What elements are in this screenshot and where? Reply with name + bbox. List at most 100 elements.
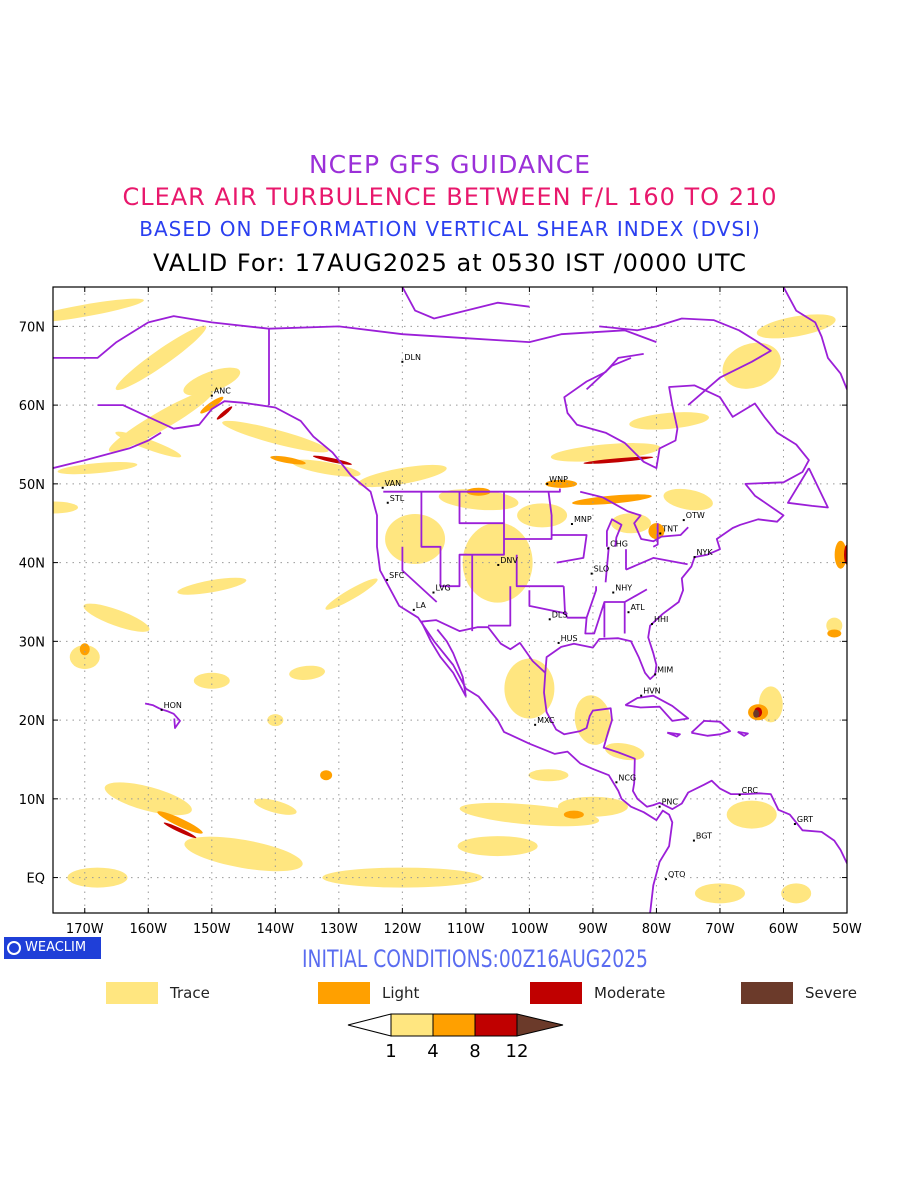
city-label-lvg: LVG	[435, 584, 450, 593]
title-line-1: NCEP GFS GUIDANCE	[308, 150, 591, 179]
trace-area	[604, 742, 645, 761]
trace-area	[663, 488, 713, 511]
city-label-mnp: MNP	[574, 515, 592, 524]
light-area	[79, 643, 90, 656]
city-marker-crc	[738, 793, 741, 796]
trace-area	[183, 367, 241, 396]
puerto-rico	[737, 731, 749, 737]
trace-area	[457, 836, 538, 857]
trace-area	[462, 522, 533, 603]
city-marker-bgt	[692, 839, 695, 842]
baffin-island	[599, 317, 772, 406]
trace-area	[291, 459, 361, 477]
legend-swatch-moderate	[530, 982, 582, 1004]
city-label-ncg: NCG	[618, 773, 636, 782]
pacific-coast	[97, 400, 674, 913]
light-area	[648, 523, 665, 540]
trace-area	[726, 800, 777, 829]
city-marker-chg	[607, 547, 610, 550]
city-marker-dln	[401, 360, 404, 363]
trace-area	[289, 665, 326, 680]
moderate-area	[844, 544, 847, 565]
light-area	[834, 540, 847, 569]
lat-label-20n: 20N	[19, 714, 45, 729]
legend-label-moderate: Moderate	[594, 984, 666, 1002]
colorbar-high-arrow	[516, 1013, 564, 1037]
lon-label-130w: 130W	[320, 922, 358, 937]
legend-swatch-light	[318, 982, 370, 1004]
caribbean-coast	[543, 672, 847, 864]
city-marker-nyk	[693, 556, 696, 559]
trace-area	[325, 578, 378, 610]
city-marker-slo	[590, 572, 593, 575]
light-area	[563, 810, 584, 819]
trace-area	[756, 314, 836, 339]
state-boundary	[528, 590, 568, 615]
colorbar-segment-1-4	[390, 1013, 434, 1037]
light-area	[270, 455, 306, 465]
weaclim-badge-text: WEACLIM	[25, 940, 87, 955]
newfoundland	[787, 467, 829, 509]
title-line-3: BASED ON DEFORMATION VERTICAL SHEAR INDE…	[139, 217, 761, 241]
city-marker-lvg	[432, 591, 435, 594]
legend-item-moderate: Moderate	[530, 982, 665, 1004]
trace-area	[67, 867, 128, 888]
legend-label-light: Light	[382, 984, 420, 1002]
state-boundary	[504, 491, 553, 540]
city-label-slo: SLO	[594, 565, 610, 574]
state-boundary	[458, 491, 504, 525]
light-area	[157, 811, 203, 834]
moderate-area	[163, 822, 197, 839]
lon-label-160w: 160W	[129, 922, 167, 937]
city-label-nhy: NHY	[615, 584, 632, 593]
city-marker-grt	[793, 823, 796, 826]
state-boundary	[420, 491, 505, 588]
city-label-anc: ANC	[214, 387, 231, 396]
axis-labels: 70N 60N 50N 40N 30N 20N 10N EQ 170W 160W 150W 140W 1…	[19, 287, 862, 937]
weaclim-logo-icon	[7, 941, 21, 955]
lon-label-60w: 60W	[769, 922, 799, 937]
lon-label-100w: 100W	[511, 922, 549, 937]
trace-area	[322, 867, 483, 888]
turbulence-map: ANC DLN VAN STL WNP MNP OTW TNT CHG NYK SFC DNV SLO L…	[19, 286, 870, 937]
city-marker-qto	[664, 878, 667, 881]
city-label-tnt: TNT	[661, 524, 678, 533]
city-label-dls: DLS	[552, 610, 568, 619]
great-lakes-border	[579, 490, 689, 543]
trace-area	[504, 658, 555, 719]
weaclim-badge: WEACLIM	[4, 937, 101, 959]
state-boundary	[604, 546, 610, 583]
city-marker-ncg	[615, 781, 618, 784]
lat-label-eq: EQ	[27, 872, 45, 887]
state-boundary	[515, 554, 564, 588]
city-marker-mim	[654, 673, 657, 676]
colorbar-tick-8: 8	[469, 1041, 480, 1062]
severe-area	[753, 709, 760, 718]
trace-area	[850, 530, 870, 580]
trace-area	[193, 672, 230, 689]
trace-area	[254, 798, 297, 815]
hispaniola	[690, 720, 731, 737]
valid-time: VALID For: 17AUG2025 at 0530 IST /0000 U…	[153, 249, 747, 277]
legend-label-severe: Severe	[805, 984, 857, 1002]
colorbar-segment-8-12	[474, 1013, 518, 1037]
city-label-qto: QTO	[668, 870, 685, 879]
moderate-area	[312, 455, 353, 465]
lon-label-70w: 70W	[705, 922, 735, 937]
lake-michigan	[606, 518, 623, 547]
arctic-coast	[53, 315, 657, 359]
greenland	[782, 287, 847, 390]
city-label-wnp: WNP	[549, 475, 568, 484]
city-label-nyk: NYK	[697, 548, 714, 557]
city-labels: ANC DLN VAN STL WNP MNP OTW TNT CHG NYK SFC DNV SLO L…	[160, 353, 813, 881]
lat-label-40n: 40N	[19, 557, 45, 572]
moderate-area	[216, 406, 233, 420]
colorbar-tick-4: 4	[427, 1041, 438, 1062]
initial-conditions: INITIAL CONDITIONS:00Z16AUG2025	[302, 945, 648, 973]
city-marker-mxc	[534, 723, 537, 726]
legend-swatch-severe	[741, 982, 793, 1004]
light-area	[320, 770, 333, 781]
city-marker-wnp	[546, 482, 549, 485]
atlantic-coast	[544, 353, 810, 680]
city-label-bgt: BGT	[696, 832, 712, 841]
